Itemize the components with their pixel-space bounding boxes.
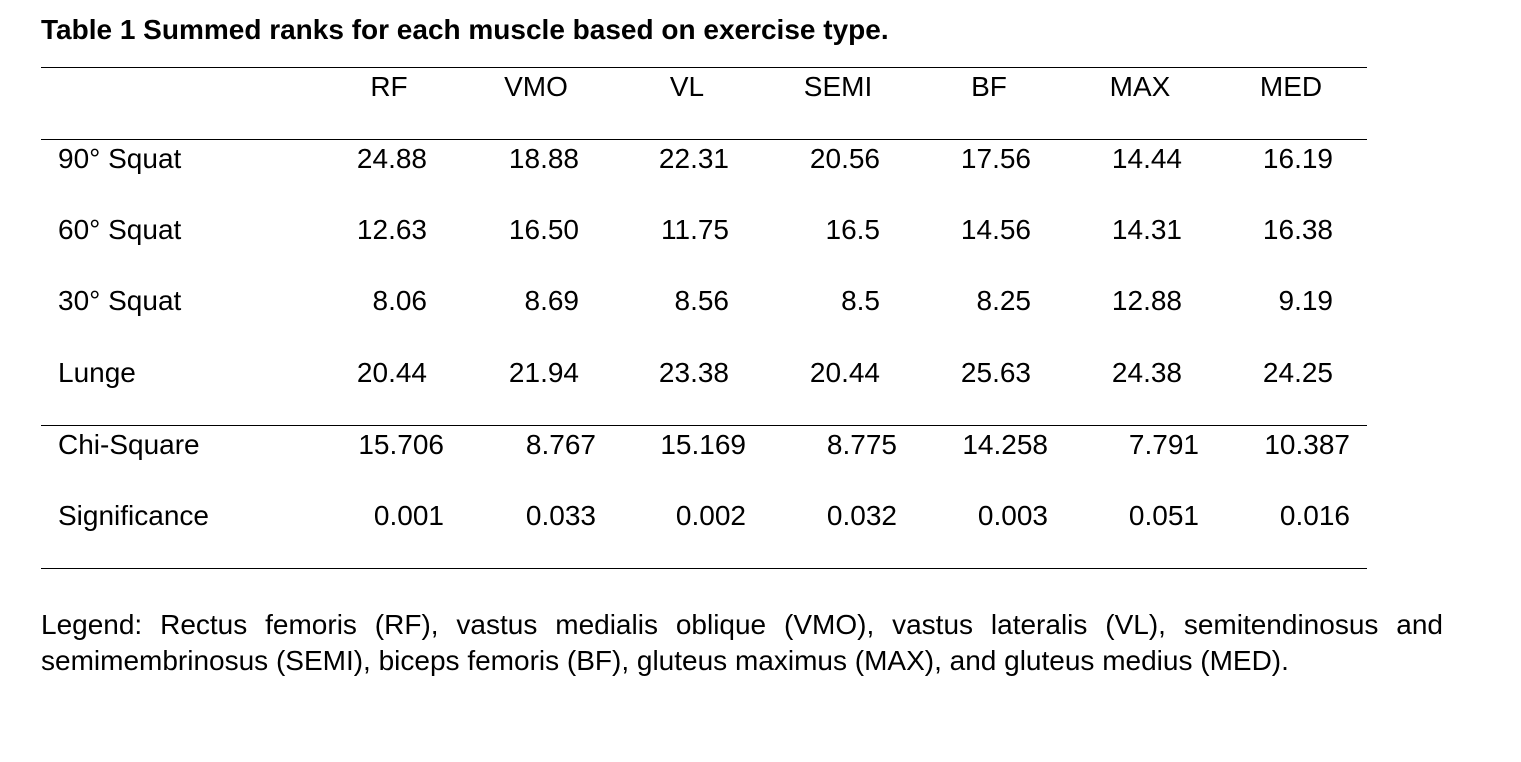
table-bottom-rule [41,568,1367,569]
table-cell: 11.75 [661,214,729,245]
table-cell: 16.19 [1262,143,1333,174]
table-cell: 16.5 [825,214,881,245]
table-cell: 21.94 [508,357,579,388]
table-cell: 15.706 [358,429,444,460]
table-cell: 8.5 [841,285,880,316]
table-cell: 0.002 [675,500,746,531]
table-cell: 20.44 [809,357,880,388]
row-label: Chi-Square [58,429,200,460]
table-cell: 18.88 [508,143,579,174]
table-cell: 0.016 [1279,500,1350,531]
column-header-vl: VL [669,71,705,102]
table-cell: 0.003 [977,500,1048,531]
column-header-max: MAX [1109,71,1171,102]
table-cell: 10.387 [1264,429,1350,460]
table-cell: 24.88 [356,143,427,174]
table-cell: 25.63 [960,357,1031,388]
row-label: Lunge [58,357,136,388]
table-cell: 0.001 [373,500,444,531]
table-cell: 8.767 [525,429,596,460]
table-cell: 23.38 [658,357,729,388]
column-header-semi: SEMI [803,71,873,102]
table-cell: 0.032 [826,500,897,531]
table-cell: 14.56 [960,214,1031,245]
table-top-rule [41,67,1367,68]
table-row: Lunge 20.44 21.94 23.38 20.44 25.63 24.3… [41,353,1367,393]
column-header-med: MED [1259,71,1323,102]
column-header-bf: BF [971,71,1007,102]
row-label: Significance [58,500,209,531]
table-row: 90° Squat 24.88 18.88 22.31 20.56 17.56 … [41,139,1367,179]
table-cell: 12.88 [1111,285,1182,316]
table-cell: 24.38 [1111,357,1182,388]
table-cell: 14.31 [1111,214,1182,245]
table-row: 30° Squat 8.06 8.69 8.56 8.5 8.25 12.88 … [41,281,1367,321]
column-header-rf: RF [370,71,408,102]
table-cell: 8.775 [826,429,897,460]
table-cell: 16.38 [1262,214,1333,245]
table-cell: 24.25 [1262,357,1333,388]
table-cell: 8.25 [976,285,1032,316]
column-header-vmo: VMO [504,71,568,102]
row-label: 30° Squat [58,285,182,316]
table-cell: 16.50 [508,214,579,245]
table-cell: 14.44 [1111,143,1182,174]
header-bottom-rule [41,139,1367,140]
table-cell: 20.44 [356,357,427,388]
table-cell: 15.169 [660,429,746,460]
table-cell: 12.63 [356,214,427,245]
table-row: Significance 0.001 0.033 0.002 0.032 0.0… [41,496,1367,536]
table-row: 60° Squat 12.63 16.50 11.75 16.5 14.56 1… [41,210,1367,250]
table-cell: 9.19 [1278,285,1334,316]
table-cell: 14.258 [962,429,1048,460]
table-cell: 8.69 [524,285,580,316]
table-cell: 8.56 [674,285,730,316]
stats-top-rule [41,425,1367,426]
table-row: Chi-Square 15.706 8.767 15.169 8.775 14.… [41,425,1367,465]
table-cell: 20.56 [809,143,880,174]
table-cell: 0.051 [1128,500,1199,531]
table-legend: Legend: Rectus femoris (RF), vastus medi… [41,609,1443,676]
table-cell: 8.06 [372,285,428,316]
table-cell: 22.31 [658,143,729,174]
table-title: Table 1 Summed ranks for each muscle bas… [41,14,889,45]
table-cell: 17.56 [960,143,1031,174]
table-header-row: RF VMO VL SEMI BF MAX MED [41,67,1367,107]
row-label: 60° Squat [58,214,182,245]
table-cell: 7.791 [1128,429,1199,460]
row-label: 90° Squat [58,143,182,174]
table-cell: 0.033 [525,500,596,531]
